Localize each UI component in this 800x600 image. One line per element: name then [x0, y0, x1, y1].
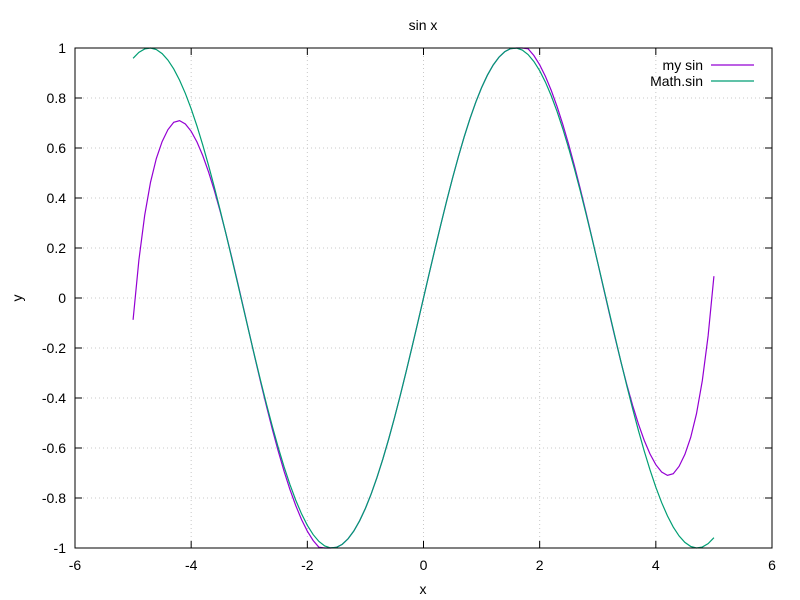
axis-ticks	[74, 47, 773, 549]
y-tick-label: -0.4	[42, 390, 66, 406]
x-axis-tick-labels: -6 -4 -2 0 2 4 6	[69, 557, 776, 573]
y-axis-label: y	[9, 295, 25, 302]
grid	[75, 48, 772, 548]
chart-title: sin x	[409, 17, 438, 33]
x-tick-label: -4	[185, 557, 198, 573]
x-tick-label: 2	[536, 557, 544, 573]
legend: my sin Math.sin	[650, 57, 754, 89]
y-tick-label: 1	[58, 40, 66, 56]
series-line-math-sin	[132, 47, 715, 549]
y-tick-label: -0.8	[42, 490, 66, 506]
x-tick-label: -6	[69, 557, 82, 573]
x-tick-label: 4	[652, 557, 660, 573]
x-axis-label: x	[420, 581, 427, 597]
y-tick-label: 0.2	[47, 240, 67, 256]
y-tick-label: 0	[58, 290, 66, 306]
y-tick-label: -0.2	[42, 340, 66, 356]
y-tick-label: 0.4	[47, 190, 67, 206]
series-layer	[132, 47, 715, 549]
y-axis-tick-labels: -1 -0.8 -0.6 -0.4 -0.2 0 0.2 0.4 0.6 0.8 1	[42, 40, 66, 556]
x-tick-label: 0	[420, 557, 428, 573]
x-tick-label: -2	[301, 557, 314, 573]
legend-label-math-sin: Math.sin	[650, 73, 703, 89]
y-tick-label: 0.8	[47, 90, 67, 106]
y-tick-label: -1	[54, 540, 67, 556]
x-tick-label: 6	[768, 557, 776, 573]
legend-label-my-sin: my sin	[663, 57, 703, 73]
y-tick-label: 0.6	[47, 140, 67, 156]
y-tick-label: -0.6	[42, 440, 66, 456]
